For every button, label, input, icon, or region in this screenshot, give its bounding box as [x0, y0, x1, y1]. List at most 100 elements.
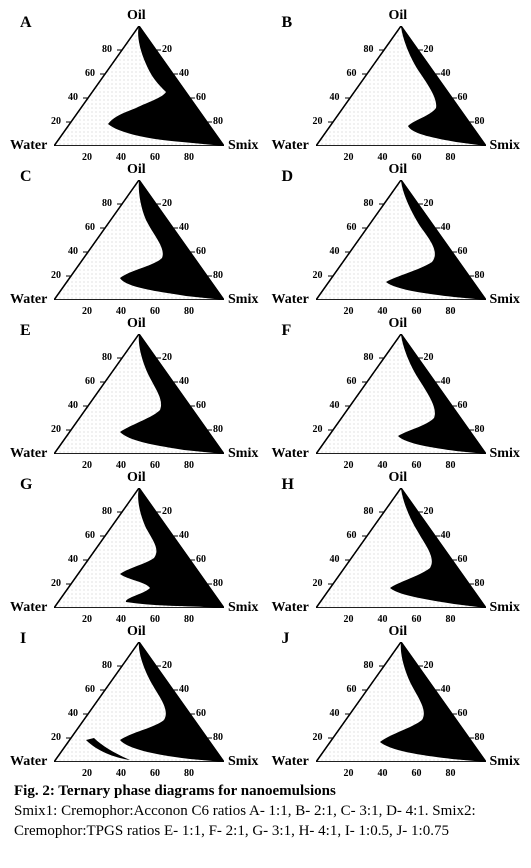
tick-right: 80 — [213, 116, 223, 127]
tick-left: 60 — [85, 68, 95, 79]
apex-label-oil: Oil — [127, 8, 146, 24]
apex-label-smix: Smix — [228, 138, 258, 154]
apex-label-water: Water — [10, 446, 47, 462]
tick-right: 60 — [196, 708, 206, 719]
tick-left: 80 — [102, 198, 112, 209]
tick-left: 20 — [51, 424, 61, 435]
tick-left: 80 — [102, 44, 112, 55]
tick-bottom: 80 — [446, 768, 456, 779]
ternary-triangle — [316, 180, 486, 300]
ternary-triangle — [316, 488, 486, 608]
ternary-panel-b: BOilWaterSmix202020404040606060808080 — [266, 8, 526, 158]
tick-left: 80 — [364, 198, 374, 209]
tick-right: 20 — [424, 506, 434, 517]
tick-right: 80 — [475, 732, 485, 743]
apex-label-oil: Oil — [127, 624, 146, 640]
triangle-wrap: OilWaterSmix202020404040606060808080 — [316, 334, 486, 454]
tick-right: 80 — [475, 578, 485, 589]
apex-label-smix: Smix — [228, 292, 258, 308]
tick-right: 20 — [424, 44, 434, 55]
tick-left: 60 — [85, 376, 95, 387]
apex-label-smix: Smix — [490, 754, 520, 770]
panel-letter: A — [20, 14, 32, 32]
tick-right: 60 — [196, 246, 206, 257]
panel-letter: E — [20, 322, 31, 340]
tick-left: 60 — [347, 376, 357, 387]
tick-left: 80 — [364, 352, 374, 363]
tick-left: 20 — [51, 578, 61, 589]
tick-right: 20 — [162, 352, 172, 363]
tick-left: 20 — [313, 270, 323, 281]
ternary-triangle — [316, 334, 486, 454]
tick-left: 20 — [51, 270, 61, 281]
apex-label-oil: Oil — [389, 162, 408, 178]
tick-left: 60 — [347, 684, 357, 695]
triangle-wrap: OilWaterSmix202020404040606060808080 — [54, 488, 224, 608]
tick-left: 20 — [313, 732, 323, 743]
tick-left: 80 — [364, 506, 374, 517]
tick-left: 60 — [85, 222, 95, 233]
tick-right: 40 — [441, 222, 451, 233]
triangle-wrap: OilWaterSmix202020404040606060808080 — [316, 488, 486, 608]
tick-right: 80 — [213, 424, 223, 435]
tick-bottom: 40 — [116, 768, 126, 779]
ternary-triangle — [316, 642, 486, 762]
tick-left: 20 — [51, 116, 61, 127]
panel-letter: B — [282, 14, 293, 32]
tick-right: 60 — [196, 554, 206, 565]
apex-label-water: Water — [10, 138, 47, 154]
tick-left: 40 — [330, 92, 340, 103]
tick-right: 40 — [179, 68, 189, 79]
tick-right: 40 — [179, 376, 189, 387]
ternary-triangle — [54, 642, 224, 762]
tick-right: 60 — [458, 554, 468, 565]
triangle-wrap: OilWaterSmix202020404040606060808080 — [54, 642, 224, 762]
tick-left: 40 — [68, 246, 78, 257]
tick-right: 40 — [179, 530, 189, 541]
tick-right: 60 — [458, 400, 468, 411]
panel-letter: G — [20, 476, 32, 494]
tick-right: 80 — [213, 270, 223, 281]
tick-left: 40 — [330, 400, 340, 411]
figure-caption: Fig. 2: Ternary phase diagrams for nanoe… — [4, 774, 527, 841]
ternary-panel-g: GOilWaterSmix202020404040606060808080 — [4, 470, 264, 620]
caption-body: Smix1: Cremophor:Acconon C6 ratios A- 1:… — [14, 803, 476, 839]
caption-title: Fig. 2: Ternary phase diagrams for nanoe… — [14, 783, 336, 799]
ternary-triangle — [54, 180, 224, 300]
tick-right: 20 — [424, 660, 434, 671]
triangle-wrap: OilWaterSmix202020404040606060808080 — [54, 26, 224, 146]
ternary-panel-j: JOilWaterSmix202020404040606060808080 — [266, 624, 526, 774]
ternary-panel-d: DOilWaterSmix202020404040606060808080 — [266, 162, 526, 312]
tick-right: 60 — [196, 92, 206, 103]
apex-label-oil: Oil — [389, 470, 408, 486]
tick-right: 20 — [162, 506, 172, 517]
ternary-triangle — [316, 26, 486, 146]
tick-bottom: 60 — [412, 768, 422, 779]
tick-right: 20 — [162, 44, 172, 55]
tick-right: 20 — [424, 198, 434, 209]
tick-right: 40 — [179, 222, 189, 233]
apex-label-oil: Oil — [127, 316, 146, 332]
tick-bottom: 20 — [82, 768, 92, 779]
tick-left: 40 — [68, 554, 78, 565]
ternary-panel-i: IOilWaterSmix202020404040606060808080 — [4, 624, 264, 774]
tick-right: 60 — [458, 246, 468, 257]
ternary-panel-c: COilWaterSmix202020404040606060808080 — [4, 162, 264, 312]
tick-right: 40 — [441, 530, 451, 541]
triangle-wrap: OilWaterSmix202020404040606060808080 — [316, 26, 486, 146]
tick-left: 40 — [68, 400, 78, 411]
tick-right: 20 — [424, 352, 434, 363]
panel-letter: C — [20, 168, 32, 186]
tick-left: 80 — [102, 506, 112, 517]
figure-2-ternary: AOilWaterSmix202020404040606060808080BOi… — [0, 0, 531, 853]
tick-left: 20 — [313, 578, 323, 589]
tick-right: 60 — [458, 708, 468, 719]
tick-left: 60 — [85, 530, 95, 541]
tick-right: 80 — [475, 424, 485, 435]
tick-left: 80 — [364, 660, 374, 671]
apex-label-oil: Oil — [127, 162, 146, 178]
apex-label-smix: Smix — [490, 446, 520, 462]
apex-label-water: Water — [272, 600, 309, 616]
apex-label-oil: Oil — [127, 470, 146, 486]
tick-bottom: 80 — [184, 768, 194, 779]
